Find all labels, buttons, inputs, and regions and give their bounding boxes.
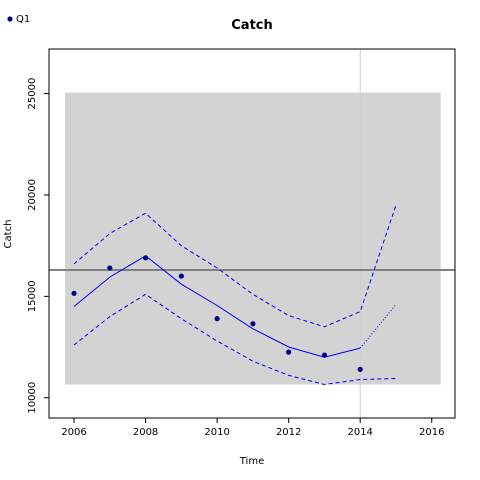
- lower-ci-line: [73, 293, 397, 386]
- x-tick-label: 2012: [276, 427, 301, 438]
- y-tick-label: 15000: [27, 280, 38, 312]
- data-point: [250, 321, 256, 327]
- y-tick-label: 20000: [27, 179, 38, 211]
- x-tick-label: 2016: [419, 427, 444, 438]
- plot-area: 2006 2008 2010 2012 2014 2016 10000 15000 20000 2…: [27, 48, 456, 438]
- x-tick-label: 2006: [61, 427, 86, 438]
- x-axis-title: Time: [239, 456, 264, 467]
- legend-marker-q1: [7, 16, 13, 22]
- data-point: [214, 316, 220, 322]
- chart-title: Catch: [231, 18, 273, 33]
- fitted-line: [73, 255, 361, 358]
- y-tick-label: 25000: [27, 78, 38, 110]
- x-tick-label: 2014: [347, 427, 372, 438]
- data-point: [178, 273, 184, 279]
- forecast-line: [359, 304, 397, 349]
- legend: Q1: [7, 14, 30, 25]
- data-point: [71, 290, 77, 296]
- legend-label-q1: Q1: [16, 14, 30, 25]
- plot-frame: [48, 48, 456, 419]
- y-axis-title: Catch: [3, 220, 14, 249]
- data-point: [142, 255, 149, 261]
- data-point: [107, 265, 113, 271]
- x-tick-label: 2010: [204, 427, 229, 438]
- shaded-range: [65, 92, 441, 385]
- data-point: [321, 352, 328, 358]
- x-tick-label: 2008: [133, 427, 158, 438]
- y-tick-label: 10000: [27, 382, 38, 414]
- data-point: [286, 349, 292, 355]
- data-point: [357, 366, 363, 372]
